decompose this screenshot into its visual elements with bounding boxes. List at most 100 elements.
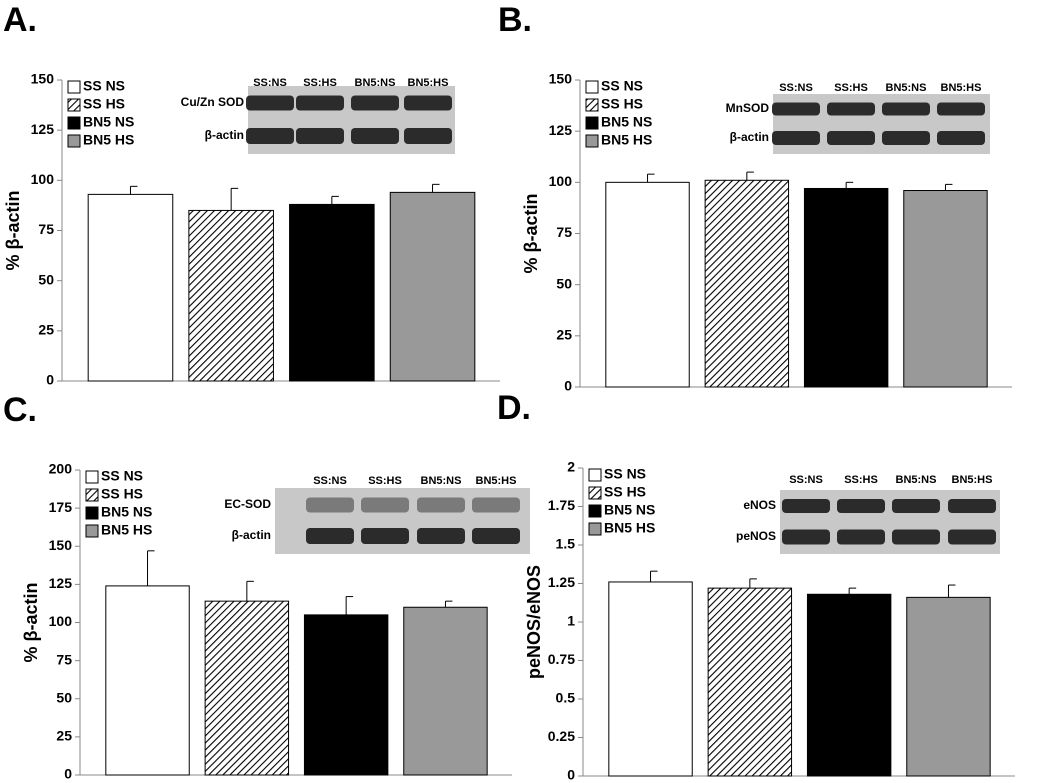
y-axis-label: % β-actin bbox=[21, 583, 41, 663]
blot-lane-label: BN5:NS bbox=[355, 77, 396, 89]
y-tick-label: 50 bbox=[56, 689, 72, 705]
blot-band bbox=[827, 102, 875, 116]
legend-swatch bbox=[588, 522, 602, 536]
legend-swatch bbox=[85, 488, 99, 502]
legend-label: SS NS bbox=[101, 468, 143, 484]
legend-label: BN5 HS bbox=[604, 520, 655, 536]
y-tick-label: 50 bbox=[556, 275, 572, 291]
blot-band bbox=[361, 497, 409, 513]
blot-lane-label: BN5:NS bbox=[896, 474, 937, 486]
blot-band bbox=[404, 128, 452, 144]
blot-band bbox=[306, 528, 354, 544]
legend-swatch bbox=[588, 468, 602, 482]
legend-label: SS HS bbox=[604, 484, 646, 500]
blot-band bbox=[782, 529, 830, 545]
y-tick-label: 200 bbox=[49, 461, 73, 477]
bar bbox=[803, 187, 889, 388]
blot-band bbox=[772, 131, 820, 145]
blot-row-label: Cu/Zn SOD bbox=[181, 95, 245, 109]
blot-band bbox=[472, 528, 520, 544]
panel: B. % β-actin 0 25 50 75 100 125 150 SS NS SS HS BN5… bbox=[498, 1, 1012, 394]
legend-swatch bbox=[67, 116, 81, 130]
y-tick-label: 125 bbox=[549, 122, 573, 138]
blot-band bbox=[827, 131, 875, 145]
blot-band bbox=[404, 95, 452, 111]
bar bbox=[403, 606, 488, 776]
blot-row-label: EC-SOD bbox=[224, 497, 271, 511]
y-tick-label: 1.75 bbox=[548, 497, 575, 513]
y-tick-label: 0.5 bbox=[556, 690, 576, 706]
y-tick-label: 75 bbox=[556, 224, 572, 240]
blot-band bbox=[948, 529, 996, 545]
y-tick-label: 1.5 bbox=[556, 536, 576, 552]
y-axis-label: peNOS/eNOS bbox=[524, 565, 544, 679]
blot-lane-label: BN5:HS bbox=[941, 82, 982, 94]
blot-band bbox=[937, 131, 985, 145]
y-tick-label: 100 bbox=[549, 173, 573, 189]
legend-label: SS NS bbox=[604, 466, 646, 482]
legend-label: BN5 NS bbox=[601, 114, 652, 130]
legend-swatch bbox=[585, 134, 599, 148]
blot-band bbox=[417, 497, 465, 513]
legend-label: BN5 HS bbox=[83, 132, 134, 148]
bar bbox=[906, 596, 991, 777]
panel: D. peNOS/eNOS 0 0.25 0.5 0.75 1 1.25 1.5 1.75 2 SS … bbox=[497, 389, 1015, 783]
blot-lane-label: SS:HS bbox=[368, 475, 402, 487]
blot-row-label: β-actin bbox=[232, 528, 271, 542]
blot-band bbox=[837, 529, 885, 545]
y-tick-label: 75 bbox=[38, 221, 54, 237]
y-tick-label: 175 bbox=[49, 499, 73, 515]
y-tick-label: 100 bbox=[49, 613, 73, 629]
y-tick-label: 1 bbox=[567, 613, 575, 629]
y-tick-label: 150 bbox=[549, 71, 573, 87]
y-tick-label: 0.25 bbox=[548, 728, 575, 744]
blot-lane-label: SS:NS bbox=[313, 475, 347, 487]
bar bbox=[105, 585, 190, 776]
bar bbox=[389, 191, 476, 382]
legend-swatch bbox=[588, 504, 602, 518]
blot-band bbox=[306, 497, 354, 513]
panel: C. % β-actin 0 25 50 75 100 125 150 175 200 SS NS SS… bbox=[3, 391, 530, 782]
bar bbox=[608, 581, 693, 777]
blot-lane-label: SS:NS bbox=[253, 77, 287, 89]
legend-label: BN5 NS bbox=[604, 502, 655, 518]
legend-label: SS HS bbox=[101, 486, 143, 502]
y-tick-label: 1.25 bbox=[548, 574, 575, 590]
y-tick-label: 150 bbox=[31, 71, 55, 87]
y-tick-label: 25 bbox=[56, 728, 72, 744]
y-tick-label: 0 bbox=[64, 766, 72, 782]
blot-band bbox=[892, 529, 940, 545]
blot-lane-label: SS:HS bbox=[303, 77, 337, 89]
y-tick-label: 50 bbox=[38, 271, 54, 287]
blot-band bbox=[417, 528, 465, 544]
legend-swatch bbox=[85, 470, 99, 484]
blot-band bbox=[882, 102, 930, 116]
y-tick-label: 0 bbox=[564, 378, 572, 394]
panel-letter: B. bbox=[498, 1, 532, 39]
legend-swatch bbox=[67, 134, 81, 148]
blot-band bbox=[948, 499, 996, 513]
blot-band bbox=[351, 95, 399, 111]
bar bbox=[704, 179, 790, 388]
legend-label: BN5 NS bbox=[101, 504, 152, 520]
y-tick-label: 125 bbox=[49, 575, 73, 591]
legend-swatch bbox=[85, 506, 99, 520]
legend-label: SS NS bbox=[83, 78, 125, 94]
bar bbox=[605, 181, 690, 388]
y-tick-label: 0 bbox=[567, 767, 575, 783]
blot-band bbox=[296, 128, 344, 144]
panel-letter: A. bbox=[3, 1, 37, 39]
blot-band bbox=[472, 497, 520, 513]
y-tick-label: 2 bbox=[567, 459, 575, 475]
blot-row-label: MnSOD bbox=[726, 101, 770, 115]
blot-band bbox=[882, 131, 930, 145]
blot-band bbox=[937, 102, 985, 116]
y-tick-label: 0 bbox=[46, 372, 54, 388]
blot-band bbox=[296, 95, 344, 111]
blot-band bbox=[892, 499, 940, 513]
blot-lane-label: SS:NS bbox=[779, 82, 813, 94]
legend-label: SS HS bbox=[601, 96, 643, 112]
legend-label: BN5 HS bbox=[601, 132, 652, 148]
panel-letter: C. bbox=[3, 391, 37, 429]
